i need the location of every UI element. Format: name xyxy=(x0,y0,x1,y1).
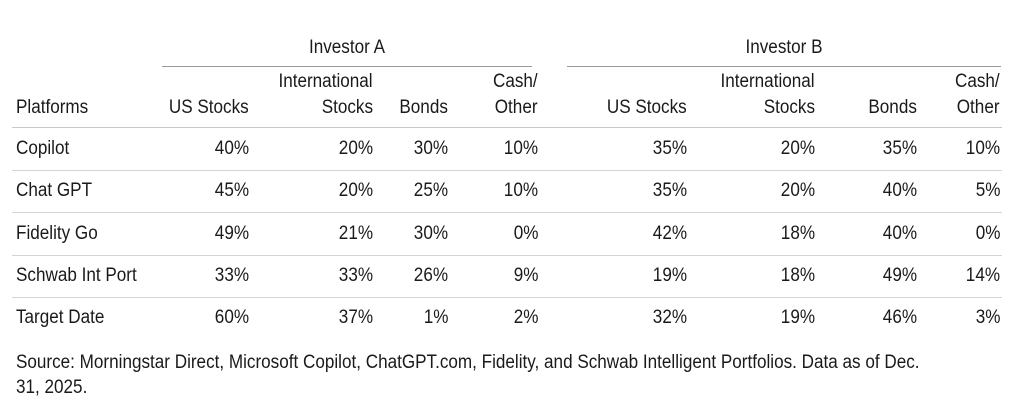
investor-b-international-header-line2: Stocks xyxy=(763,97,815,118)
investor-b-bonds-cell: 40% xyxy=(882,223,917,244)
investor-b-us-stocks-cell: 35% xyxy=(652,138,687,159)
investor-a-bonds-cell: 25% xyxy=(413,180,448,201)
source-note-line-2: 31, 2025. xyxy=(16,377,88,398)
investor-b-bonds-cell: 49% xyxy=(882,265,917,286)
platform-name: Copilot xyxy=(16,138,70,159)
investor-b-us-stocks-cell: 19% xyxy=(652,265,687,286)
investor-b-us-stocks-cell: 42% xyxy=(652,223,687,244)
investor-a-international-stocks-cell: 20% xyxy=(338,180,373,201)
investor-a-us-stocks-cell: 49% xyxy=(214,223,249,244)
investor-a-international-stocks-cell: 20% xyxy=(338,138,373,159)
investor-a-cash-header-line2: Other xyxy=(495,97,538,118)
investor-b-cash-header-line2: Other xyxy=(957,97,1000,118)
row-divider xyxy=(12,297,1002,298)
source-note-line-1: Source: Morningstar Direct, Microsoft Co… xyxy=(16,352,920,373)
investor-a-international-stocks-cell: 21% xyxy=(338,223,373,244)
investor-a-international-header-line1: International xyxy=(278,71,373,92)
table-row: Copilot 40% 20% 30% 10% 35% 20% 35% 10% xyxy=(0,128,1011,171)
investor-b-international-stocks-cell: 20% xyxy=(780,138,815,159)
investor-a-bonds-cell: 26% xyxy=(413,265,448,286)
investor-b-cash-header-line1: Cash/ xyxy=(955,71,1000,92)
investor-a-bonds-cell: 30% xyxy=(413,138,448,159)
investor-a-us-stocks-cell: 60% xyxy=(214,307,249,328)
investor-a-bonds-cell: 30% xyxy=(413,223,448,244)
investor-b-cash-other-cell: 3% xyxy=(975,307,1000,328)
platform-name: Target Date xyxy=(16,307,105,328)
investor-b-bonds-header: Bonds xyxy=(868,97,917,118)
investor-b-international-header-line1: International xyxy=(720,71,815,92)
investor-b-group-rule xyxy=(567,66,1001,67)
investor-b-us-stocks-cell: 35% xyxy=(652,180,687,201)
investor-a-us-stocks-cell: 33% xyxy=(214,265,249,286)
investor-b-international-stocks-cell: 18% xyxy=(780,265,815,286)
investor-b-cash-other-cell: 0% xyxy=(975,223,1000,244)
investor-a-international-stocks-cell: 33% xyxy=(338,265,373,286)
platform-name: Chat GPT xyxy=(16,180,93,201)
investor-b-us-stocks-cell: 32% xyxy=(652,307,687,328)
investor-b-cash-other-cell: 5% xyxy=(975,180,1000,201)
investor-a-international-header-line2: Stocks xyxy=(321,97,373,118)
platform-name: Fidelity Go xyxy=(16,223,98,244)
investor-a-cash-other-cell: 2% xyxy=(513,307,538,328)
investor-b-bonds-cell: 35% xyxy=(882,138,917,159)
investor-a-cash-other-cell: 9% xyxy=(513,265,538,286)
investor-a-cash-header-line1: Cash/ xyxy=(493,71,538,92)
investor-b-international-stocks-cell: 18% xyxy=(780,223,815,244)
investor-b-bonds-cell: 46% xyxy=(882,307,917,328)
investor-a-us-stocks-cell: 40% xyxy=(214,138,249,159)
header-rule xyxy=(12,127,1002,128)
investor-b-international-stocks-cell: 19% xyxy=(780,307,815,328)
investor-a-cash-other-cell: 10% xyxy=(503,138,538,159)
platform-name: Schwab Int Port xyxy=(16,265,137,286)
investor-a-group-rule xyxy=(162,66,532,67)
table-row: Fidelity Go 49% 21% 30% 0% 42% 18% 40% 0% xyxy=(0,213,1011,256)
investor-b-cash-other-cell: 14% xyxy=(965,265,1000,286)
table-row: Chat GPT 45% 20% 25% 10% 35% 20% 40% 5% xyxy=(0,170,1011,213)
investor-a-bonds-header: Bonds xyxy=(399,97,448,118)
investor-a-group-header: Investor A xyxy=(308,37,386,58)
investor-b-international-stocks-cell: 20% xyxy=(780,180,815,201)
platforms-header: Platforms xyxy=(16,97,89,118)
table-row: Schwab Int Port 33% 33% 26% 9% 19% 18% 49% 14% xyxy=(0,255,1011,298)
investor-b-us-stocks-header: US Stocks xyxy=(607,97,687,118)
investor-b-bonds-cell: 40% xyxy=(882,180,917,201)
investor-a-international-stocks-cell: 37% xyxy=(338,307,373,328)
investor-b-cash-other-cell: 10% xyxy=(965,138,1000,159)
investor-a-cash-other-cell: 0% xyxy=(513,223,538,244)
source-note: Source: Morningstar Direct, Microsoft Co… xyxy=(16,350,1006,400)
investor-a-us-stocks-header: US Stocks xyxy=(169,97,249,118)
investor-a-cash-other-cell: 10% xyxy=(503,180,538,201)
table-row: Target Date 60% 37% 1% 2% 32% 19% 46% 3% xyxy=(0,297,1011,339)
investor-a-us-stocks-cell: 45% xyxy=(214,180,249,201)
investor-b-group-header: Investor B xyxy=(745,37,823,58)
row-divider xyxy=(12,212,1002,213)
row-divider xyxy=(12,255,1002,256)
investor-a-bonds-cell: 1% xyxy=(423,307,448,328)
row-divider xyxy=(12,170,1002,171)
